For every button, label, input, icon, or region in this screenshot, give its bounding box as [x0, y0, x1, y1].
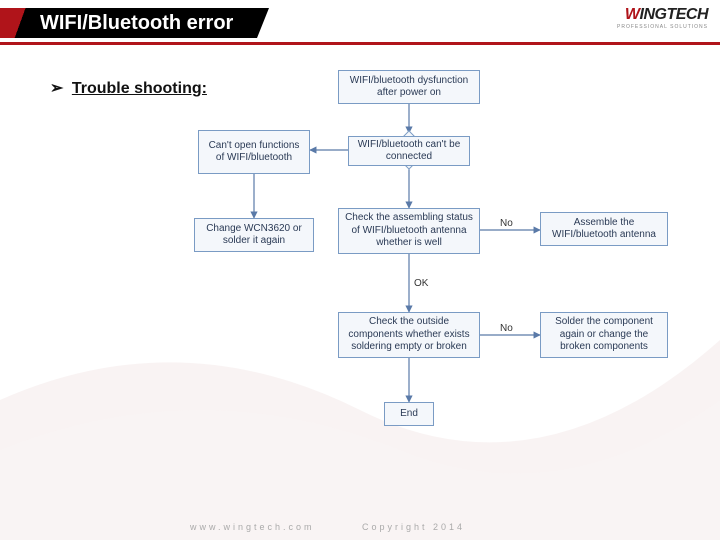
page-title: WIFI/Bluetooth error: [32, 8, 257, 38]
header-divider: [0, 42, 720, 45]
flow-node-assemble: Assemble the WIFI/bluetooth antenna: [540, 212, 668, 246]
title-accent: [0, 8, 14, 38]
flow-node-start: WIFI/bluetooth dysfunction after power o…: [338, 70, 480, 104]
logo-rest: INGTECH: [640, 6, 709, 23]
flow-node-solder: Solder the component again or change the…: [540, 312, 668, 358]
title-bar: WIFI/Bluetooth error: [0, 8, 257, 38]
logo: WINGTECH PROFESSIONAL SOLUTIONS: [617, 6, 708, 30]
flow-edge-label: No: [500, 218, 513, 229]
footer-copyright: Copyright 2014: [362, 522, 465, 532]
logo-subtext: PROFESSIONAL SOLUTIONS: [617, 24, 708, 30]
flow-edge-label: OK: [414, 278, 428, 289]
footer-website: www.wingtech.com: [190, 522, 315, 532]
flow-node-end: End: [384, 402, 434, 426]
flow-node-cant_conn: WIFI/bluetooth can't be connected: [348, 136, 470, 166]
title-skew: [14, 8, 32, 38]
flowchart-canvas: WIFI/bluetooth dysfunction after power o…: [0, 60, 720, 500]
flowchart-arrows: [0, 60, 720, 500]
flow-node-change_wcn: Change WCN3620 or solder it again: [194, 218, 314, 252]
flow-edge-label: No: [500, 323, 513, 334]
logo-initial: W: [625, 6, 640, 23]
flow-node-cant_open: Can't open functions of WIFI/bluetooth: [198, 130, 310, 174]
header: WIFI/Bluetooth error WINGTECH PROFESSION…: [0, 0, 720, 50]
flow-node-check_ant: Check the assembling status of WIFI/blue…: [338, 208, 480, 254]
flow-node-check_out: Check the outside components whether exi…: [338, 312, 480, 358]
